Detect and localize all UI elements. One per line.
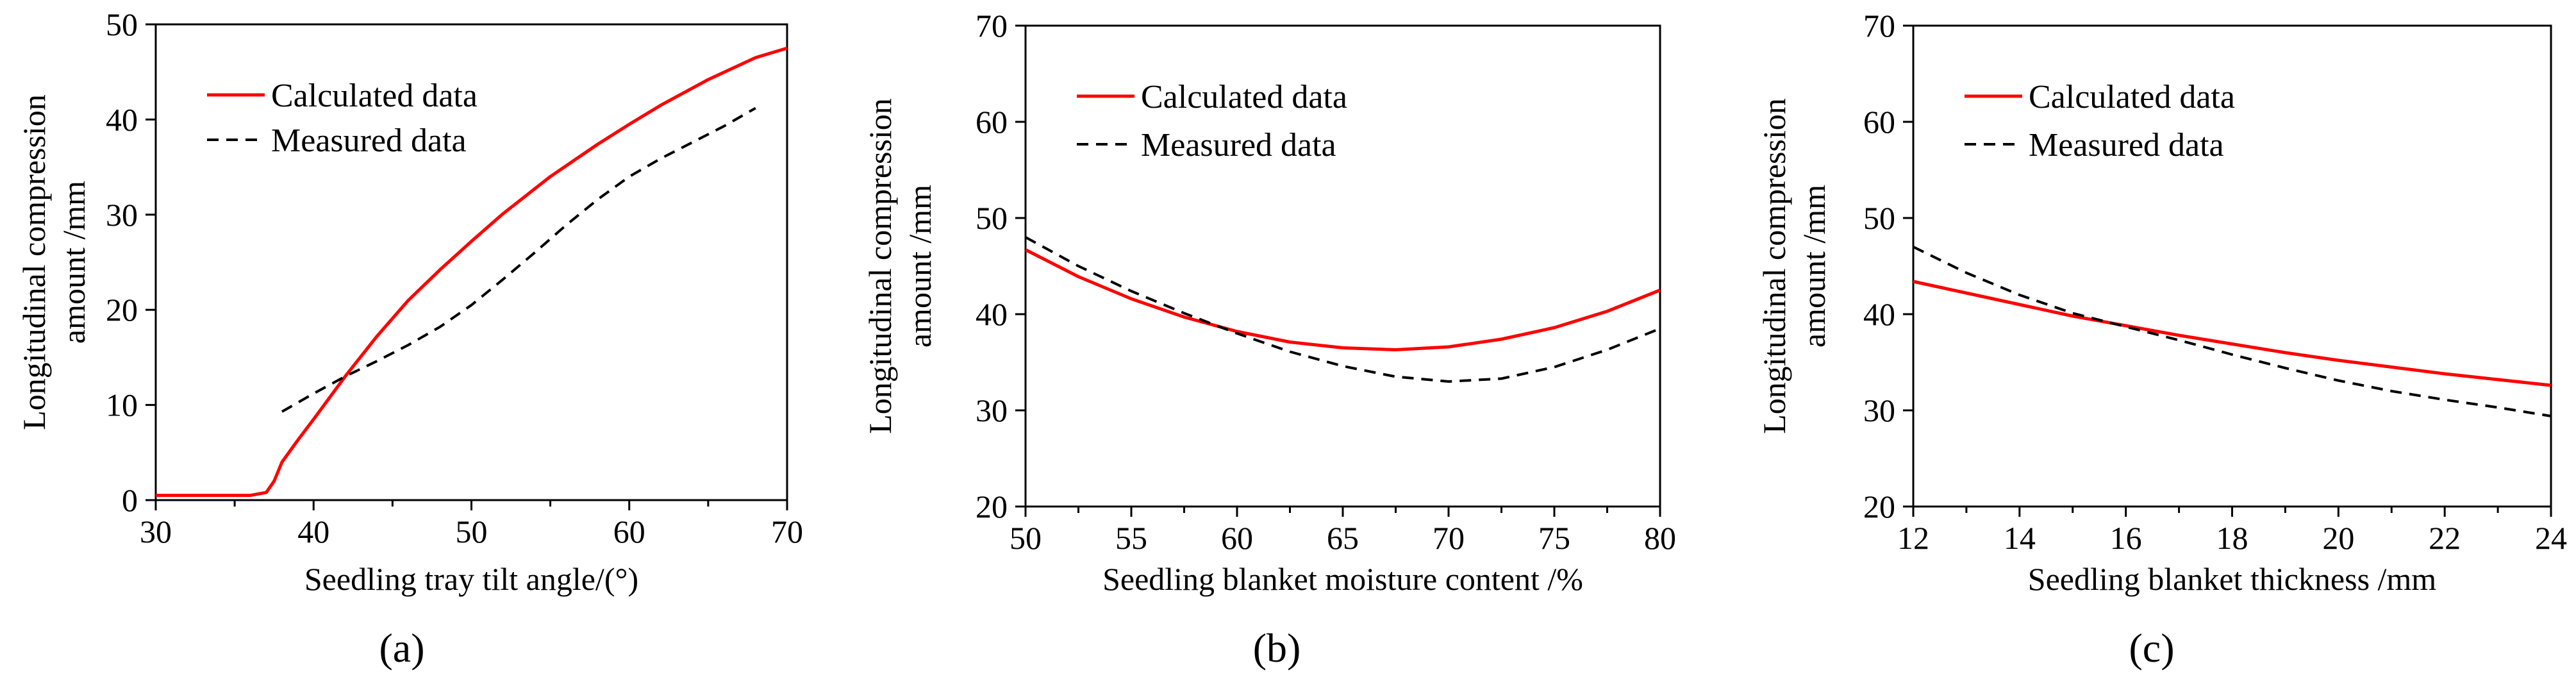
x-axis-label: Seedling blanket thickness /mm (2028, 561, 2437, 597)
x-tick-label: 40 (297, 514, 329, 549)
x-tick-label: 70 (771, 514, 803, 549)
x-tick-label: 75 (1538, 520, 1570, 556)
x-axis-label: Seedling blanket moisture content /% (1102, 561, 1583, 597)
legend-label: Calculated data (271, 78, 478, 114)
y-tick-label: 10 (106, 387, 138, 423)
legend-label: Calculated data (1141, 79, 1347, 115)
legend-label: Measured data (2029, 127, 2224, 163)
y-axis-label: amount /mm (902, 185, 938, 348)
series-line-measured (1025, 236, 1661, 383)
y-tick-label: 40 (106, 101, 138, 137)
legend-label: Calculated data (2029, 79, 2235, 115)
series-line-calculated (156, 46, 788, 498)
y-axis-label: Longitudinal compression (1756, 98, 1792, 434)
x-tick-label: 12 (1897, 520, 1929, 556)
x-tick-label: 20 (2322, 520, 2354, 556)
y-tick-label: 50 (106, 6, 138, 42)
panel-label-b: (b) (1253, 625, 1301, 671)
x-tick-label: 55 (1115, 520, 1147, 556)
y-tick-label: 30 (1863, 392, 1895, 428)
y-tick-label: 50 (976, 200, 1008, 236)
x-axis-label: Seedling tray tilt angle/(°) (304, 561, 638, 597)
x-tick-label: 18 (2216, 520, 2248, 556)
series-line-calculated (1024, 248, 1661, 351)
panel-label-c: (c) (2129, 625, 2174, 671)
y-tick-label: 0 (122, 482, 138, 518)
y-tick-label: 20 (1863, 489, 1895, 524)
y-axis-label: Longitudinal compression (862, 98, 898, 434)
legend-label: Measured data (1141, 127, 1336, 163)
y-tick-label: 50 (1863, 200, 1895, 236)
chart-panel-c: 12 14 16 18 20 22 24 20 30 40 50 60 70 Seedling blank… (1756, 8, 2567, 597)
chart-panel-a: 30 40 50 60 70 0 10 20 30 40 50 Seedling tray tilt … (16, 6, 803, 597)
x-tick-label: 60 (1221, 520, 1253, 556)
y-tick-label: 70 (1863, 8, 1895, 44)
y-tick-label: 30 (106, 197, 138, 233)
legend-label: Measured data (271, 122, 467, 159)
series-line-measured (1913, 246, 2552, 417)
chart-panel-b: 50 55 60 65 70 75 80 20 30 40 50 60 70 Seedling blank… (862, 8, 1676, 597)
y-tick-label: 30 (976, 392, 1008, 428)
y-tick-label: 20 (976, 489, 1008, 524)
x-tick-label: 70 (1433, 520, 1465, 556)
y-axis-label: amount /mm (1796, 185, 1832, 348)
y-tick-label: 40 (1863, 296, 1895, 332)
panel-label-a: (a) (379, 625, 424, 671)
x-tick-label: 14 (2004, 520, 2036, 556)
x-tick-label: 80 (1644, 520, 1676, 556)
y-tick-label: 60 (976, 104, 1008, 140)
x-tick-label: 65 (1327, 520, 1359, 556)
x-tick-label: 22 (2429, 520, 2461, 556)
x-tick-label: 24 (2535, 520, 2567, 556)
series-line-calculated (1913, 280, 2552, 387)
x-tick-label: 50 (1010, 520, 1042, 556)
x-tick-label: 16 (2110, 520, 2142, 556)
x-tick-label: 50 (456, 514, 488, 549)
series-line-measured (281, 106, 756, 413)
x-tick-label: 60 (613, 514, 645, 549)
y-tick-label: 40 (976, 296, 1008, 332)
y-axis-label: amount /mm (56, 181, 92, 344)
y-axis-label: Longitudinal compression (16, 94, 52, 430)
y-tick-label: 70 (976, 8, 1008, 44)
y-tick-label: 20 (106, 292, 138, 328)
x-tick-label: 30 (140, 514, 172, 549)
y-tick-label: 60 (1863, 104, 1895, 140)
